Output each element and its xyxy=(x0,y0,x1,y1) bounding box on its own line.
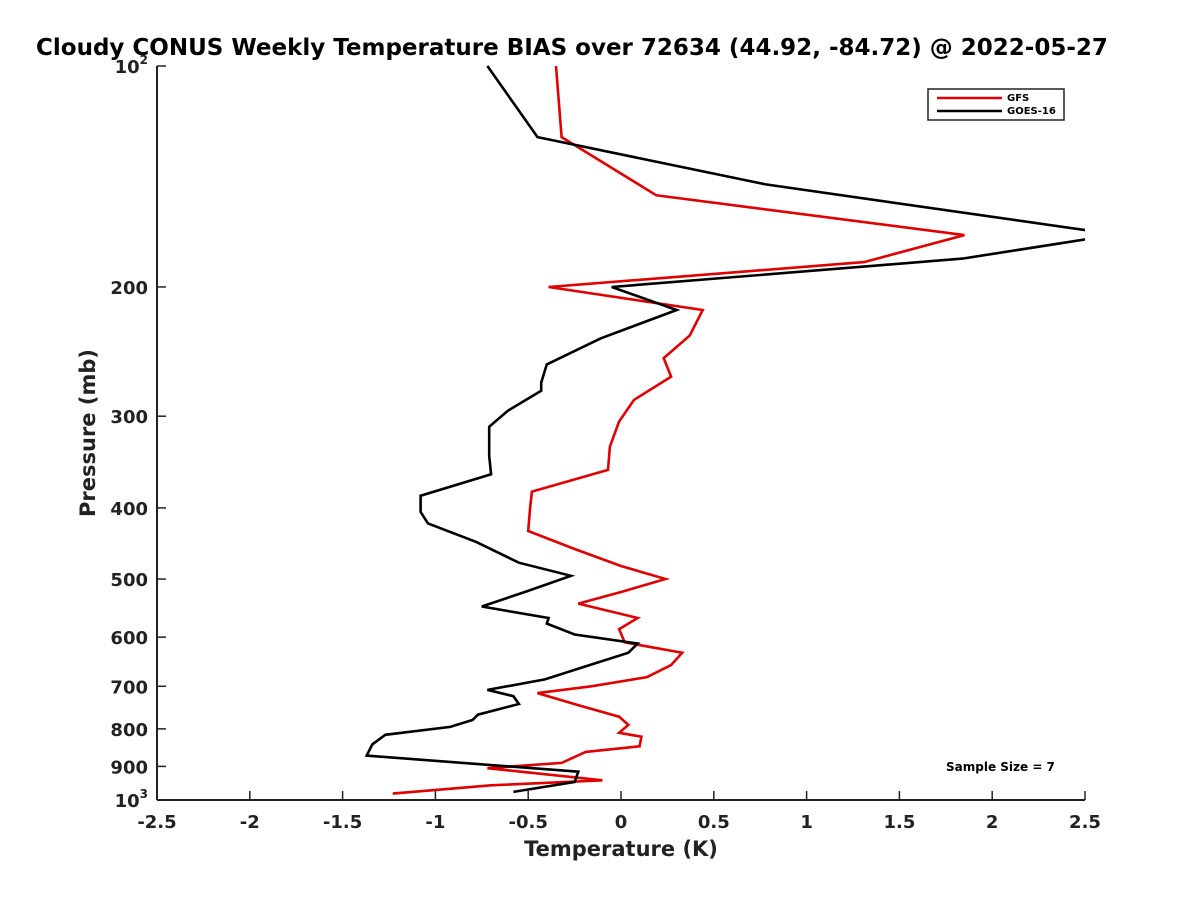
y-tick-base: 500 xyxy=(110,570,148,591)
x-tick-label: -2 xyxy=(240,812,260,833)
y-tick-label: 300 xyxy=(110,407,148,428)
x-tick-label: 2.5 xyxy=(1069,812,1101,833)
y-tick-base: 300 xyxy=(110,407,148,428)
legend-box xyxy=(927,88,1065,121)
y-tick-label: 800 xyxy=(110,720,148,741)
x-tick-label: 2 xyxy=(986,812,999,833)
series-layer xyxy=(364,65,1085,795)
series-line-gfs xyxy=(392,65,965,795)
y-tick-base: 700 xyxy=(110,677,148,698)
x-ticks: -2.5 -2 -1.5 -1 -0.5 0 0.5 1 1.5 2 2.5 xyxy=(137,791,1101,833)
y-tick-label: 500 xyxy=(110,570,148,591)
x-tick-label: -1.5 xyxy=(323,812,362,833)
y-tick-exponent: 2 xyxy=(140,53,148,67)
x-tick-label: -2.5 xyxy=(137,812,176,833)
plot-area: -2.5 -2 -1.5 -1 -0.5 0 0.5 1 1.5 2 2.5 10220030040… xyxy=(110,53,1101,833)
x-axis-label: Temperature (K) xyxy=(524,837,718,861)
sample-size-annotation: Sample Size = 7 xyxy=(946,760,1055,774)
y-tick-base: 900 xyxy=(110,757,148,778)
series-line-goes16 xyxy=(364,65,1085,794)
x-tick-label: 0.5 xyxy=(698,812,730,833)
y-tick-label: 900 xyxy=(110,757,148,778)
x-tick-label: 1 xyxy=(800,812,813,833)
y-tick-label: 103 xyxy=(115,787,148,812)
legend-label-gfs: GFS xyxy=(1007,93,1029,104)
y-tick-label: 200 xyxy=(110,278,148,299)
y-tick-exponent: 3 xyxy=(140,787,148,801)
y-axis-label: Pressure (mb) xyxy=(76,349,100,517)
legend-label-goes16: GOES-16 xyxy=(1007,106,1056,117)
x-tick-label: 0 xyxy=(615,812,628,833)
y-tick-base: 10 xyxy=(115,57,140,78)
x-tick-label: -1 xyxy=(425,812,445,833)
x-tick-label: 1.5 xyxy=(883,812,915,833)
chart-title: Cloudy CONUS Weekly Temperature BIAS ove… xyxy=(36,35,1108,61)
y-tick-label: 102 xyxy=(115,53,148,78)
x-tick-label: -0.5 xyxy=(509,812,548,833)
y-tick-base: 600 xyxy=(110,628,148,649)
y-tick-base: 10 xyxy=(115,791,140,812)
y-tick-base: 200 xyxy=(110,278,148,299)
y-tick-label: 400 xyxy=(110,499,148,520)
y-tick-label: 600 xyxy=(110,628,148,649)
y-tick-base: 400 xyxy=(110,499,148,520)
legend: GFS GOES-16 xyxy=(927,88,1065,121)
y-tick-label: 700 xyxy=(110,677,148,698)
y-tick-base: 800 xyxy=(110,720,148,741)
